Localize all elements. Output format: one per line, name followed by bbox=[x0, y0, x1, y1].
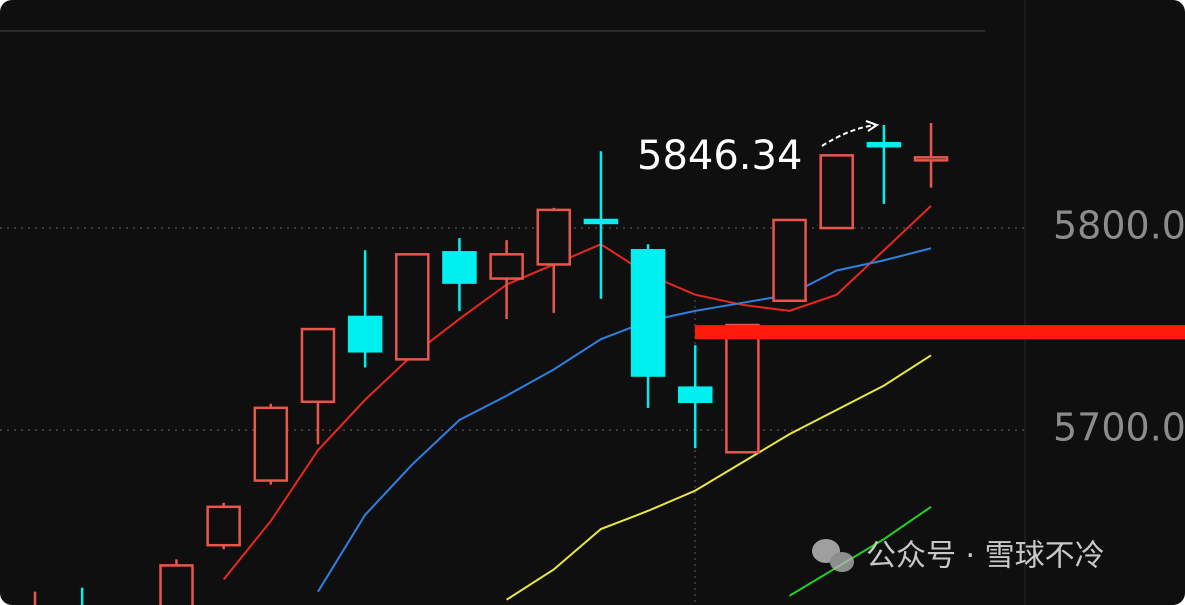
y-tick-label: 5700.0 bbox=[1053, 406, 1185, 450]
ma-line bbox=[789, 506, 932, 597]
candle-body bbox=[489, 253, 524, 280]
watermark-icon bbox=[812, 539, 854, 572]
candle-body bbox=[725, 323, 760, 454]
candle-body bbox=[442, 251, 477, 284]
candle-body bbox=[772, 218, 807, 303]
candle-body bbox=[819, 154, 854, 230]
ma-line bbox=[317, 247, 932, 593]
ma-line bbox=[506, 354, 932, 601]
candle-body bbox=[159, 564, 194, 605]
candle-body bbox=[347, 315, 383, 353]
candle-body bbox=[866, 141, 902, 148]
candle-body bbox=[630, 249, 666, 377]
watermark: 公众号 · 雪球不冷 bbox=[866, 539, 1105, 574]
candle-body bbox=[536, 208, 572, 266]
candle-body bbox=[395, 253, 430, 361]
candle-body bbox=[677, 386, 713, 404]
candle-body bbox=[913, 156, 949, 162]
candle-body bbox=[206, 505, 241, 547]
candle-body bbox=[253, 406, 289, 482]
annotation: 5846.34 bbox=[637, 133, 802, 179]
arrow-head bbox=[865, 120, 880, 132]
ma-line bbox=[222, 205, 932, 581]
candle-body bbox=[300, 327, 336, 404]
candle-body bbox=[583, 218, 619, 225]
y-tick-label: 5800.0 bbox=[1053, 204, 1185, 248]
